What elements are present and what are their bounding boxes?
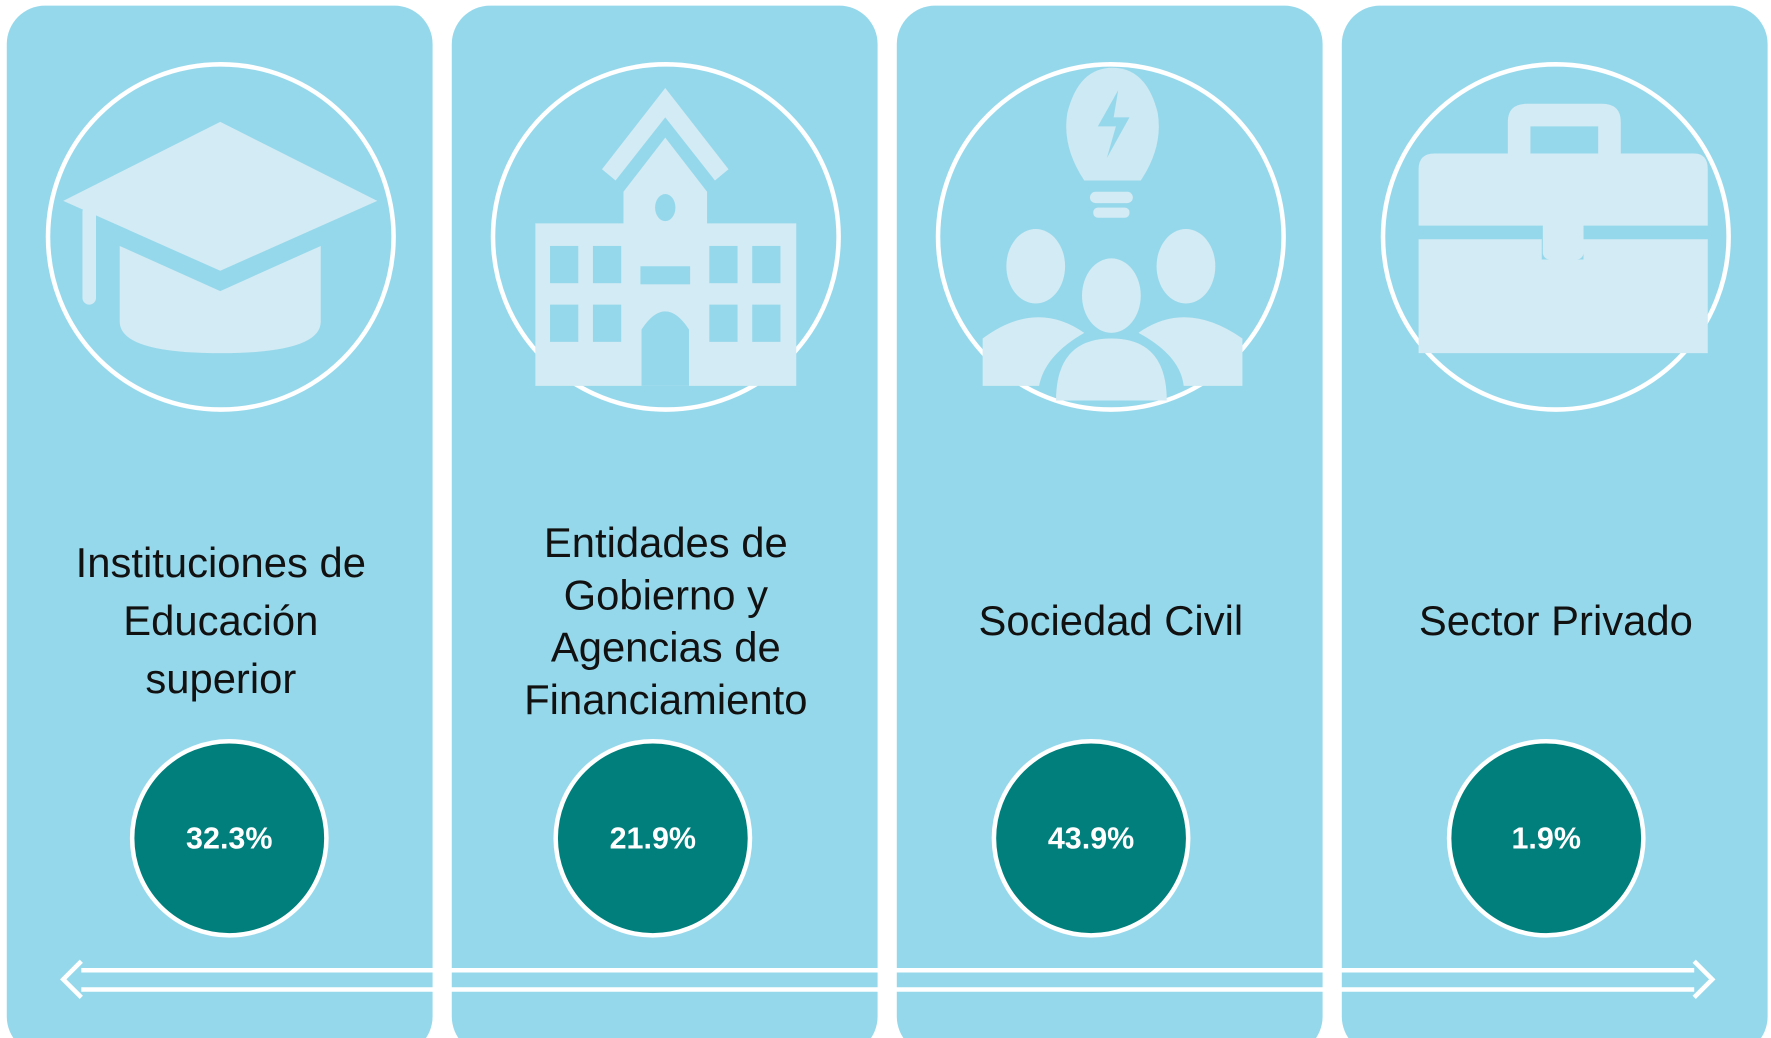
card-label: Financiamiento [524, 676, 807, 723]
percent-value: 43.9% [1048, 822, 1134, 856]
percent-circle [129, 739, 329, 938]
people-idea-icon [982, 67, 1243, 401]
icon-circle [935, 62, 1286, 412]
card-label: Sector Privado [1419, 597, 1693, 644]
card-background [896, 5, 1323, 1038]
card-label: Sociedad Civil [978, 597, 1243, 644]
card-background [6, 5, 433, 1038]
percent-circle [1446, 739, 1646, 938]
percent-circle [553, 739, 753, 938]
card: Sociedad Civil 43.9% [896, 5, 1323, 1038]
icon-circle [490, 62, 841, 412]
cards: Instituciones de Educación superior 32.3% En… [6, 5, 1768, 1038]
card-label: Entidades de [544, 519, 788, 566]
graduation-cap-icon [63, 121, 378, 354]
briefcase-icon [1418, 103, 1708, 354]
card-label: Instituciones de [76, 539, 366, 586]
card-label: superior [145, 655, 296, 702]
card-label: Educación [123, 597, 318, 644]
card-label: Agencias de [551, 624, 781, 671]
icon-circle [1380, 62, 1731, 412]
double-arrow [60, 959, 1716, 999]
percent-value: 32.3% [186, 822, 272, 856]
card-label: Gobierno y [564, 571, 768, 618]
percent-value: 21.9% [610, 822, 696, 856]
icon-circle [45, 62, 396, 412]
card: Instituciones de Educación superior 32.3% [6, 5, 433, 1038]
percent-value: 1.9% [1511, 822, 1580, 856]
percent-circle [991, 739, 1191, 938]
building-icon [535, 88, 797, 386]
